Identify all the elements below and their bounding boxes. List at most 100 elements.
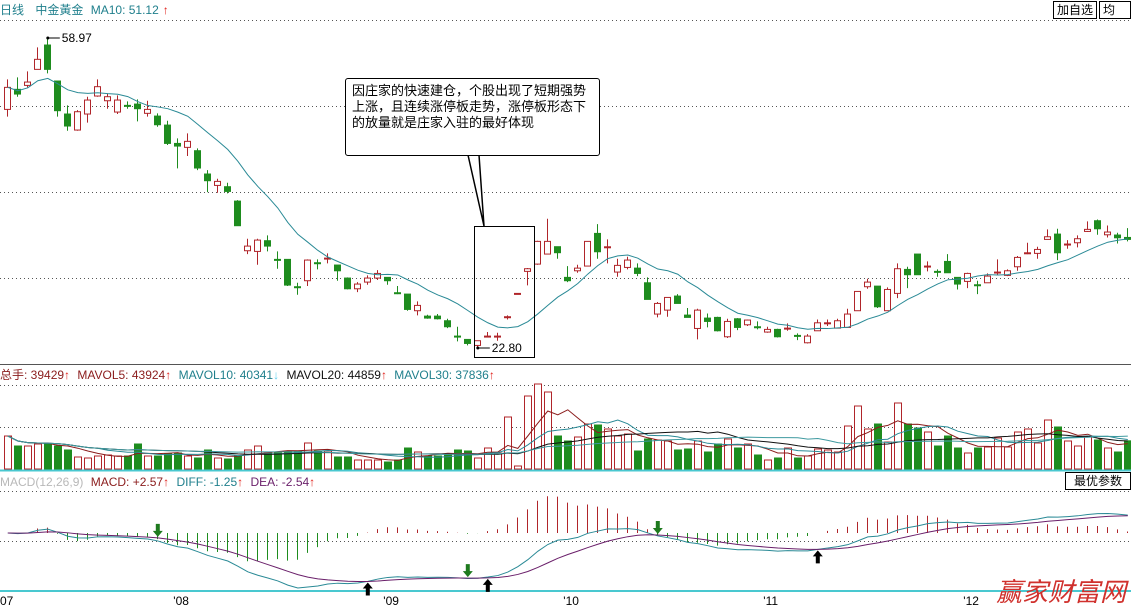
candle-body [654, 302, 661, 315]
candlestick [54, 80, 61, 117]
candle-body [754, 326, 761, 329]
volume-bar [454, 449, 462, 470]
candlestick [784, 323, 791, 331]
annotation-callout: 因庄家的快速建仓，个股出现了短期强势上涨，且连续涨停板走势，涨停板形态下的放量就… [345, 78, 600, 156]
candle-body [304, 259, 311, 282]
volume-bar [144, 455, 152, 470]
arrow-up-icon: ↑ [162, 3, 169, 17]
candlestick [754, 321, 761, 330]
candlestick [844, 308, 851, 328]
candle-body [524, 268, 531, 272]
candlestick [834, 318, 841, 329]
high-marker-dot [46, 36, 50, 40]
candlestick [994, 259, 1001, 275]
candle-body [994, 271, 1001, 274]
candle-body [254, 239, 261, 252]
candle-body [84, 99, 91, 115]
candle-body [974, 284, 981, 287]
add-to-watchlist-button[interactable]: 加自选 [1052, 1, 1097, 19]
candlestick [544, 218, 551, 255]
candle-body [534, 240, 541, 265]
sell-signal-arrow-icon [462, 564, 473, 578]
volume-header: 总手: 39429↑ MAVOL5: 43924↑ MAVOL10: 40341… [0, 368, 499, 382]
volume-bar [834, 451, 842, 470]
candle-body [74, 111, 81, 131]
volume-bar [1074, 445, 1082, 470]
mavol10-line [7, 419, 1128, 458]
volume-bar [554, 435, 562, 470]
candle-body [1104, 231, 1111, 236]
candlestick [694, 308, 701, 340]
candle-body [1014, 256, 1021, 268]
candle-body [894, 268, 901, 294]
callout-tail [467, 154, 485, 227]
candlestick [174, 138, 181, 169]
candlestick [724, 318, 731, 339]
candle-body [144, 108, 151, 114]
candle-body [1084, 228, 1091, 232]
macd-indicator-name[interactable]: MACD(12,26,9) [0, 475, 84, 489]
volume-bar [234, 455, 242, 470]
volume-bar [164, 453, 172, 470]
buy-signal-arrow-icon [362, 582, 373, 596]
mavol10-value: MAVOL10: 40341 [178, 368, 274, 382]
volume-bar [94, 455, 102, 470]
volume-bar [854, 405, 862, 470]
candlestick [444, 318, 451, 329]
candlestick [194, 148, 201, 171]
period-label[interactable]: 日线 [0, 3, 25, 17]
mavol5: MAVOL5: 43924↑ [77, 368, 171, 382]
volume-bar [604, 428, 612, 470]
candlestick [654, 302, 661, 318]
candle-body [384, 276, 391, 282]
candle-body [774, 328, 781, 338]
volume-bar [4, 435, 12, 470]
average-button[interactable]: 均 [1099, 1, 1131, 19]
candle-body [334, 264, 341, 272]
volume-bar [24, 445, 32, 470]
volume-bar [64, 449, 72, 470]
candle-body [404, 293, 411, 310]
volume-bar [634, 450, 642, 470]
candle-body [124, 104, 131, 107]
volume-bar [304, 442, 312, 470]
mavol5-line [7, 409, 1128, 461]
volume-bar [484, 447, 492, 470]
candlestick [414, 301, 421, 316]
candle-body [764, 328, 771, 333]
candle-body [284, 258, 291, 286]
candlestick [4, 79, 11, 117]
volume-bar [984, 446, 992, 470]
candle-body [94, 86, 101, 97]
candlestick [524, 268, 531, 286]
optimal-params-button[interactable]: 最优参数 [1064, 472, 1131, 490]
dea-value-group: DEA: -2.54↑ [250, 475, 315, 489]
volume-bar [494, 452, 502, 470]
ma10-value: MA10: 51.12 [90, 3, 159, 17]
candlestick [1084, 221, 1091, 233]
volume-bar [74, 456, 82, 470]
volume-bar [864, 428, 872, 470]
candlestick [364, 275, 371, 285]
volume-bar [564, 440, 572, 470]
candle-body [1114, 234, 1121, 239]
candlestick [264, 235, 271, 252]
volume-bar [1024, 428, 1032, 470]
mavol20-value: MAVOL20: 44859 [286, 368, 381, 382]
candle-body [914, 253, 921, 276]
candlestick [34, 47, 41, 70]
volume-bar [1104, 447, 1112, 470]
volume-bar [34, 443, 42, 470]
candle-body [224, 186, 231, 192]
candlestick [704, 313, 711, 328]
candle-body [934, 270, 941, 273]
volume-bar [794, 457, 802, 470]
volume-bar [584, 423, 592, 470]
candle-body [674, 295, 681, 304]
dea-line [7, 515, 1128, 583]
sell-signal-arrow-icon [652, 521, 663, 535]
candlestick [644, 277, 651, 300]
candle-body [604, 246, 611, 249]
candlestick [224, 182, 231, 194]
